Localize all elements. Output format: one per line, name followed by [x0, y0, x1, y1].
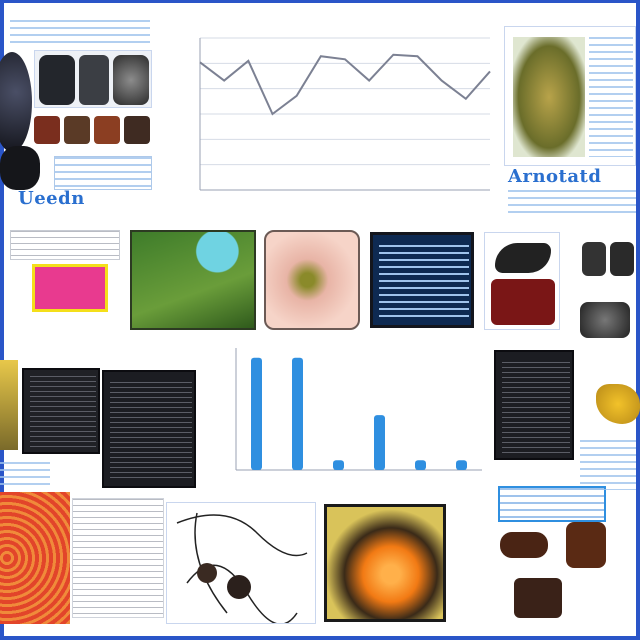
doc-panel-bottom-1	[72, 498, 164, 618]
sketch-lines	[176, 512, 308, 623]
thumbnail-strip-top	[34, 50, 152, 108]
dark-screen-2-text	[110, 382, 192, 482]
thumb-7	[124, 116, 150, 144]
line-chart-panel	[172, 10, 498, 218]
annotation-text	[589, 37, 633, 157]
thumb-5	[64, 116, 90, 144]
blue-diagram-header	[498, 486, 606, 522]
bar	[333, 460, 344, 470]
doc-panel-left	[10, 230, 120, 260]
dark-blob-image	[0, 52, 32, 152]
green-landscape-image	[130, 230, 256, 330]
bar-chart-axes	[235, 348, 482, 471]
thumb-3	[113, 55, 149, 105]
thumb-2	[79, 55, 109, 105]
dark-rounded-image	[0, 146, 40, 190]
text-block-left-bottom	[0, 462, 50, 486]
text-block-right	[580, 440, 636, 490]
dark-screen-3-text	[502, 362, 570, 454]
bar	[456, 460, 467, 470]
part-1	[582, 242, 606, 276]
collage-top-right: Arnotatd	[500, 22, 640, 222]
plant-image	[513, 37, 585, 157]
mini-bar-panel	[54, 156, 152, 190]
line-chart	[199, 37, 491, 191]
bar	[415, 460, 426, 470]
yellow-bug-image	[0, 360, 18, 450]
collage-top-left	[0, 20, 160, 210]
brown-object-2	[566, 522, 606, 568]
orange-yolk-image	[324, 504, 446, 622]
bar-chart	[235, 348, 482, 471]
bar	[251, 357, 262, 470]
dark-object-image	[484, 232, 560, 330]
dark-object	[495, 243, 551, 273]
caption-text-right	[508, 190, 636, 218]
dark-screen-1-text	[30, 376, 96, 450]
dark-screen-2	[102, 370, 196, 488]
line-chart-grid	[200, 37, 490, 191]
red-block	[491, 279, 555, 325]
thumb-4	[34, 116, 60, 144]
part-3	[580, 302, 630, 338]
pink-panel	[32, 264, 108, 312]
bar-chart-panel	[206, 336, 490, 496]
blue-diagram-panel	[494, 482, 614, 622]
red-organ-image	[0, 492, 70, 624]
thumb-1	[39, 55, 75, 105]
annotated-figure	[504, 26, 636, 166]
bar	[292, 357, 303, 470]
bar	[374, 415, 385, 470]
pink-organ-image	[264, 230, 360, 330]
caption-right: Arnotatd	[508, 166, 602, 187]
machine-parts-image	[576, 236, 640, 346]
text-block-top	[10, 20, 150, 46]
line-series	[199, 53, 491, 116]
sketch-diagram	[166, 502, 316, 624]
yellow-object-image	[596, 384, 640, 424]
dark-screen-1	[22, 368, 100, 454]
blue-table-rows	[379, 245, 469, 321]
thumb-6	[94, 116, 120, 144]
bar-chart-bars	[251, 357, 467, 470]
dark-screen-3	[494, 350, 574, 460]
brown-object-3	[514, 578, 562, 618]
caption-left: Ueedn	[18, 188, 85, 209]
thumbnail-strip-bottom	[34, 112, 152, 148]
brown-object-1	[500, 532, 548, 558]
blue-table-panel	[370, 232, 474, 328]
part-2	[610, 242, 634, 276]
